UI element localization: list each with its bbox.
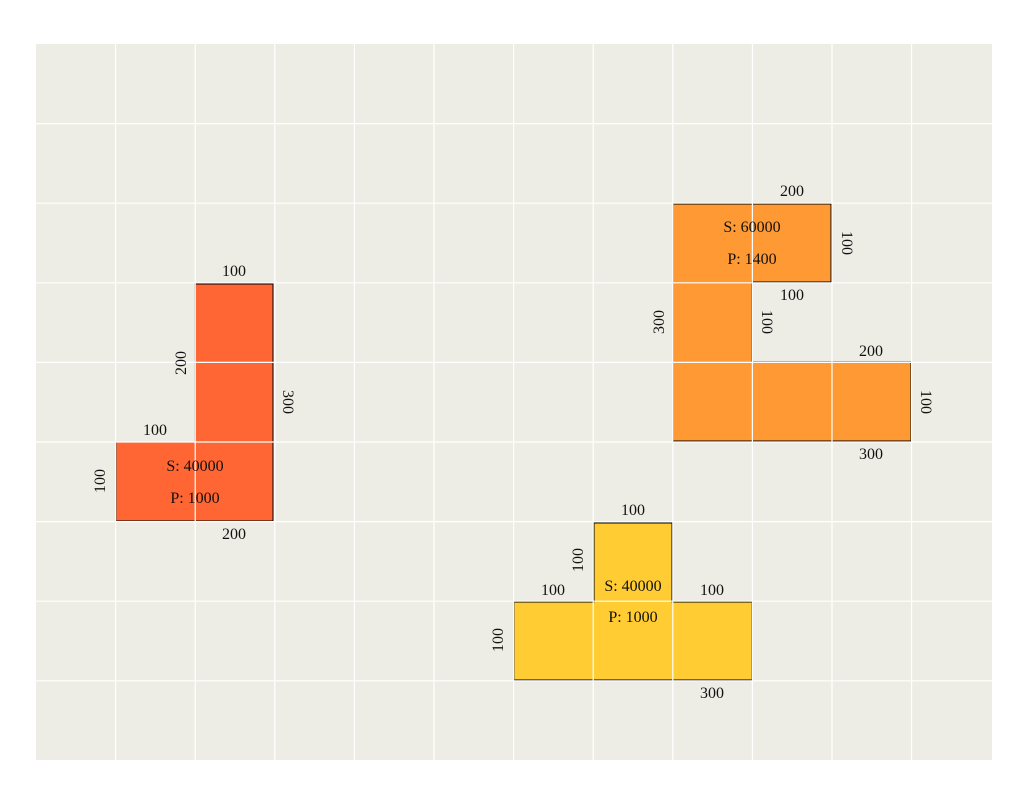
orange-step-bottom-length: 100 xyxy=(780,287,804,304)
red-area-text: S: 40000 xyxy=(166,458,223,475)
red-bottom-length: 200 xyxy=(222,526,246,543)
orange-right-upper-length: 100 xyxy=(838,231,855,255)
orange-right-lower-length: 100 xyxy=(917,390,934,414)
orange-bottom-length: 300 xyxy=(859,446,883,463)
yellow-left-top-length: 100 xyxy=(541,582,565,599)
orange-mid-top-length: 200 xyxy=(859,343,883,360)
yellow-right-top-length: 100 xyxy=(700,582,724,599)
yellow-left-length: 100 xyxy=(490,628,507,652)
yellow-bottom-length: 300 xyxy=(700,685,724,702)
yellow-perimeter-text: P: 1000 xyxy=(608,609,657,626)
red-right-length: 300 xyxy=(279,390,296,414)
red-step-length: 100 xyxy=(143,422,167,439)
yellow-area-text: S: 40000 xyxy=(604,578,661,595)
yellow-stem-left-length: 100 xyxy=(570,548,587,572)
orange-top-length: 200 xyxy=(780,183,804,200)
yellow-top-length: 100 xyxy=(621,502,645,519)
orange-step-right-length: 100 xyxy=(758,310,775,334)
orange-perimeter-text: P: 1400 xyxy=(727,251,776,268)
orange-area-text: S: 60000 xyxy=(723,219,780,236)
red-left-lower-length: 100 xyxy=(92,469,109,493)
red-left-upper-length: 200 xyxy=(173,351,190,375)
red-perimeter-text: P: 1000 xyxy=(170,490,219,507)
orange-left-length: 300 xyxy=(651,310,668,334)
grid-lines xyxy=(36,44,992,760)
red-top-length: 100 xyxy=(222,263,246,280)
